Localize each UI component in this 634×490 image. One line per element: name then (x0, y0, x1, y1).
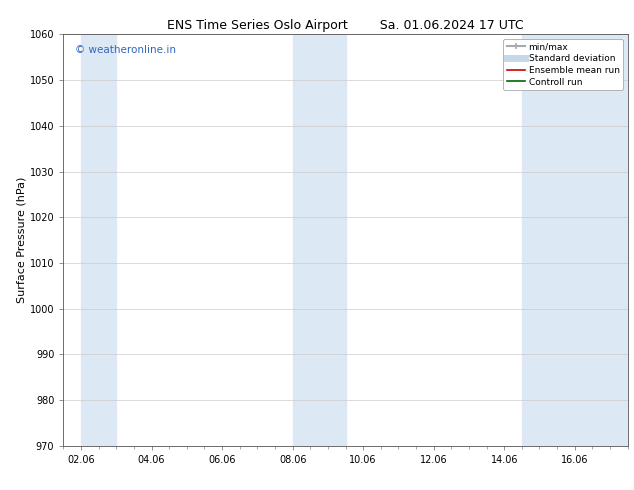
Title: ENS Time Series Oslo Airport        Sa. 01.06.2024 17 UTC: ENS Time Series Oslo Airport Sa. 01.06.2… (167, 19, 524, 32)
Text: © weatheronline.in: © weatheronline.in (75, 45, 176, 54)
Bar (293, 34, 346, 446)
Bar (81, 34, 116, 446)
Y-axis label: Surface Pressure (hPa): Surface Pressure (hPa) (17, 177, 27, 303)
Legend: min/max, Standard deviation, Ensemble mean run, Controll run: min/max, Standard deviation, Ensemble me… (503, 39, 623, 90)
Bar (522, 34, 628, 446)
